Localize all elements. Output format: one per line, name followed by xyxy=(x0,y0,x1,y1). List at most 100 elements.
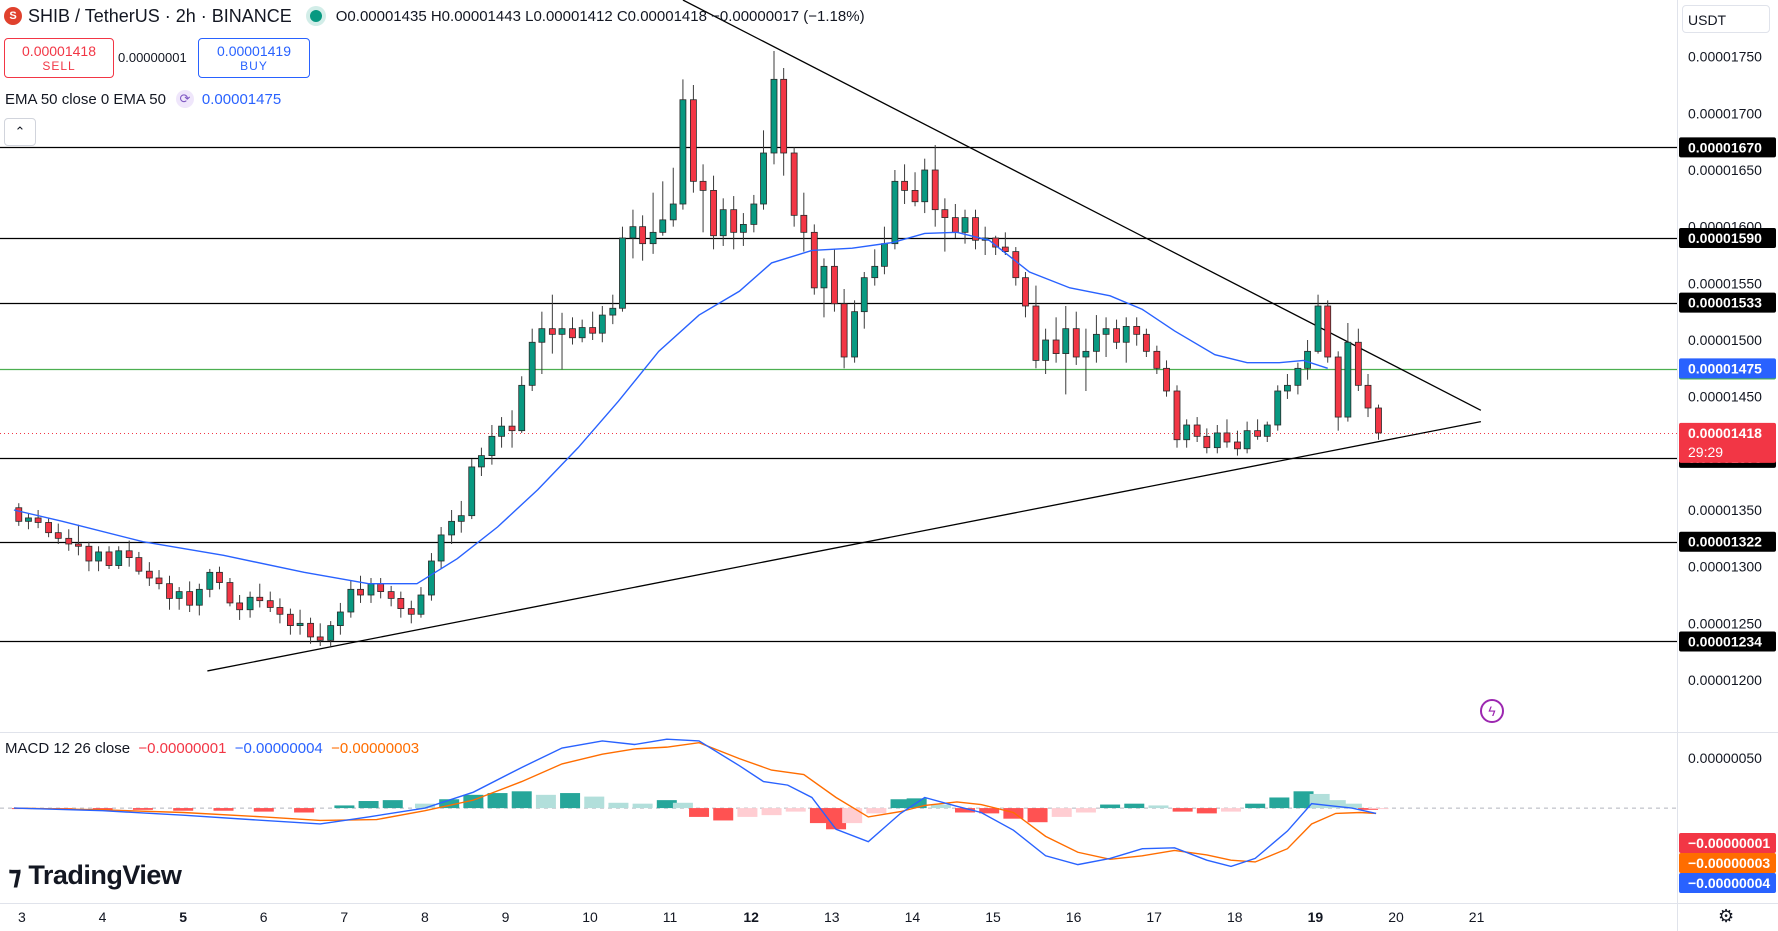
collapse-legend-button[interactable]: ⌃ xyxy=(4,118,36,146)
time-tick-label: 18 xyxy=(1227,909,1243,925)
buy-price: 0.00001419 xyxy=(217,43,291,59)
candle-body xyxy=(1243,430,1251,450)
candle-body xyxy=(669,203,677,221)
candle-body xyxy=(1032,305,1040,361)
sell-button[interactable]: 0.00001418 SELL xyxy=(4,38,114,78)
candle-body xyxy=(1183,424,1191,441)
settings-gear-icon[interactable]: ⚙ xyxy=(1718,906,1735,926)
candle-body xyxy=(367,583,375,596)
candle-body xyxy=(1142,333,1150,352)
candle-body xyxy=(105,551,113,566)
macd-signal-line xyxy=(13,741,1377,863)
candle-body xyxy=(931,169,939,211)
macd-line xyxy=(13,738,1377,868)
buy-button[interactable]: 0.00001419 BUY xyxy=(198,38,310,78)
macd-histogram-bar xyxy=(1075,808,1096,813)
candle-body xyxy=(891,180,899,245)
candle-body xyxy=(1052,339,1060,355)
macd-histogram-bar xyxy=(713,808,734,821)
candle-body xyxy=(578,327,586,339)
macd-histogram-bar xyxy=(132,808,153,810)
price-tick-label: 0.00001300 xyxy=(1688,559,1762,575)
candle-body xyxy=(397,598,405,610)
candle-body xyxy=(1223,432,1231,443)
sell-price: 0.00001418 xyxy=(22,43,96,59)
current-price-tag-bg xyxy=(1679,422,1776,463)
macd-histogram-bar xyxy=(294,808,315,813)
time-tick-label: 8 xyxy=(421,909,429,925)
candle-body xyxy=(407,608,415,615)
macd-histogram-bar xyxy=(1124,803,1145,809)
candle-body xyxy=(810,231,818,289)
ohlc-values: O0.00001435 H0.00001443 L0.00001412 C0.0… xyxy=(335,7,865,25)
candle-body xyxy=(1092,333,1100,352)
macd-value-tag: −0.00000004 xyxy=(1688,875,1770,891)
macd-histogram-bar xyxy=(1221,808,1241,812)
candle-body xyxy=(65,537,73,545)
current-price-tag-countdown: 29:29 xyxy=(1688,444,1723,460)
shib-coin-icon: S xyxy=(4,7,22,25)
level-tag-bg xyxy=(1679,631,1776,652)
level-tag: 0.00001322 xyxy=(1688,534,1762,550)
level-tag: 0.00001670 xyxy=(1688,139,1762,155)
candle-body xyxy=(1163,367,1170,392)
candle-body xyxy=(347,588,355,613)
symbol-title[interactable]: SHIB / TetherUS · 2h · BINANCE xyxy=(28,5,292,26)
price-tick-label: 0.00001700 xyxy=(1688,105,1762,121)
macd-hist-value: −0.00000001 xyxy=(138,740,227,757)
candle-body xyxy=(860,277,868,313)
macd-histogram-bar xyxy=(253,808,274,812)
candle-body xyxy=(831,265,838,305)
time-tick-label: 5 xyxy=(179,909,187,925)
ema-price-tag-bg xyxy=(1679,358,1776,379)
macd-legend[interactable]: MACD 12 26 close −0.00000001 −0.00000004… xyxy=(5,740,419,757)
candle-body xyxy=(478,455,485,468)
candle-body xyxy=(598,314,606,334)
candle-body xyxy=(206,571,214,590)
candle-body xyxy=(719,209,727,237)
macd-histogram-bar xyxy=(213,808,234,811)
macd-histogram-bar xyxy=(1003,808,1024,819)
currency-select[interactable]: USDT xyxy=(1682,5,1770,33)
candle-body xyxy=(1082,350,1090,358)
candle-body xyxy=(871,265,879,279)
candle-body xyxy=(135,557,143,572)
candle-body xyxy=(428,560,435,596)
time-tick-label: 9 xyxy=(502,909,510,925)
candle-body xyxy=(1294,367,1302,386)
refresh-icon[interactable]: ⟳ xyxy=(175,90,194,108)
time-tick-label: 21 xyxy=(1469,909,1485,925)
macd-histogram-bar xyxy=(1100,804,1121,809)
lightning-icon[interactable]: ϟ xyxy=(1480,699,1504,723)
price-tick-label: 0.00001750 xyxy=(1688,49,1762,65)
candle-body xyxy=(569,328,576,339)
candle-body xyxy=(155,577,163,585)
ema50-line xyxy=(13,231,1328,585)
time-tick-label: 12 xyxy=(743,909,759,925)
candle-body xyxy=(800,214,808,233)
candle-body xyxy=(175,591,183,599)
candle-body xyxy=(307,622,314,638)
buy-label: BUY xyxy=(240,59,268,73)
candle-body xyxy=(1354,341,1362,386)
candle-body xyxy=(437,534,445,562)
macd-value-tag: −0.00000001 xyxy=(1688,835,1770,851)
macd-histogram-bar xyxy=(842,808,863,824)
macd-histogram-bar xyxy=(930,804,951,809)
macd-histogram-bar xyxy=(334,805,355,809)
candle-body xyxy=(1062,328,1070,354)
time-tick-label: 13 xyxy=(824,909,840,925)
macd-histogram-bar xyxy=(689,808,710,817)
tradingview-logo[interactable]: ⁊ TradingView xyxy=(8,860,182,891)
candle-body xyxy=(34,517,42,523)
macd-histogram-bar xyxy=(1051,808,1072,817)
macd-histogram-bar xyxy=(737,808,758,817)
candle-body xyxy=(689,99,697,182)
ema-legend[interactable]: EMA 50 close 0 EMA 50 ⟳ 0.00001475 xyxy=(5,90,281,108)
ema-price-tag: 0.00001475 xyxy=(1688,360,1762,376)
candle-body xyxy=(1072,328,1080,358)
candle-body xyxy=(1203,435,1211,449)
candle-body xyxy=(226,582,234,604)
candle-body xyxy=(1364,384,1372,409)
